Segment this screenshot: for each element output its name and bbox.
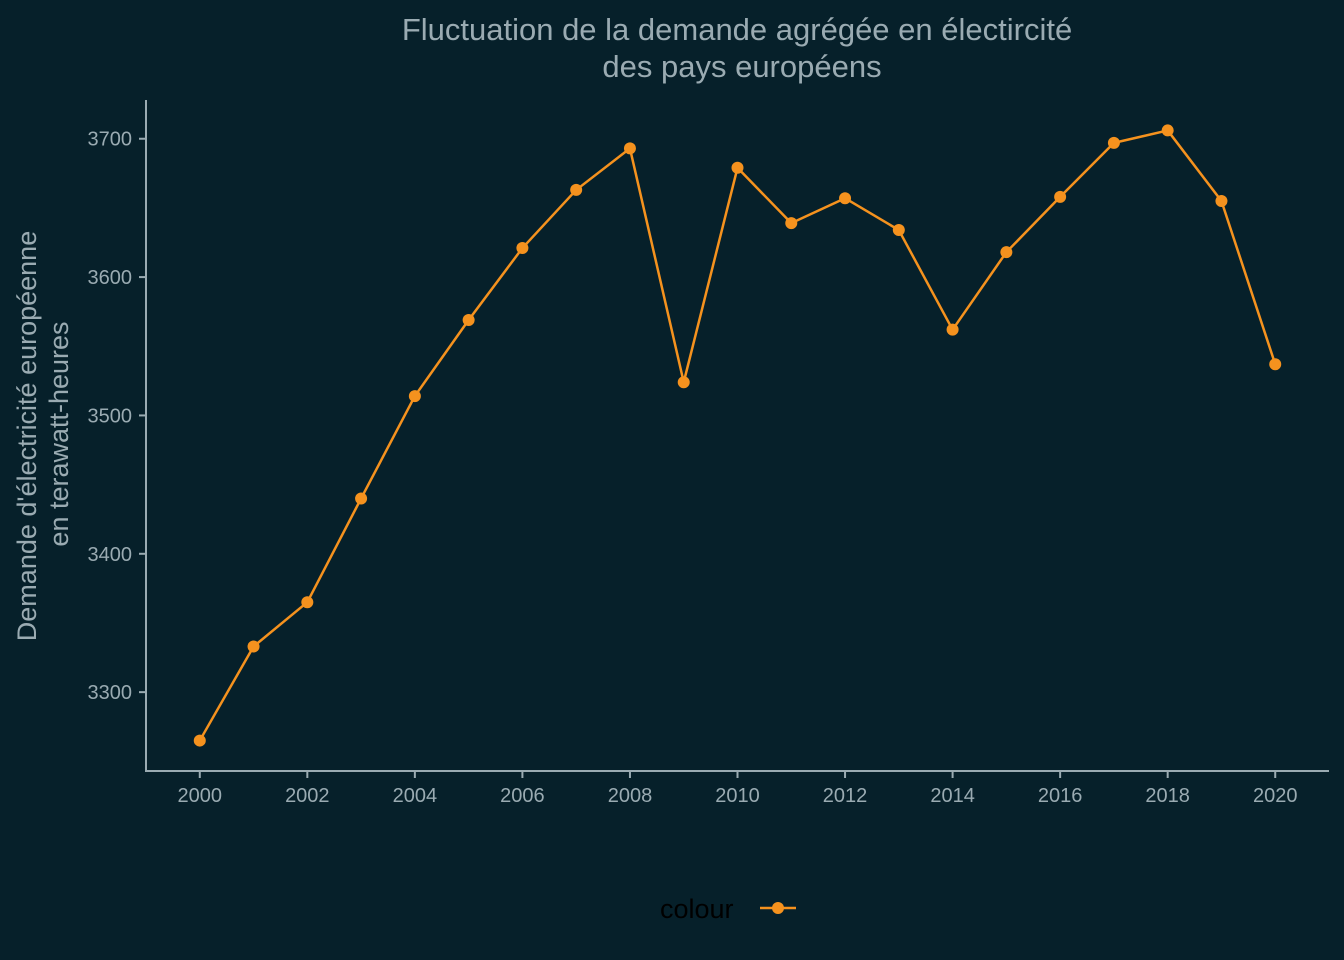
data-point: [570, 183, 583, 196]
x-tick-label: 2020: [1253, 785, 1298, 807]
data-point: [247, 640, 260, 653]
legend: colour: [660, 894, 796, 924]
y-tick-label: 3600: [88, 267, 133, 289]
data-point: [731, 161, 744, 174]
x-tick-label: 2002: [285, 785, 330, 807]
x-tick-label: 2006: [500, 785, 545, 807]
x-tick-label: 2012: [823, 785, 868, 807]
series-layer: [193, 124, 1282, 747]
legend-title: colour: [660, 894, 734, 924]
data-point: [677, 376, 690, 389]
series-line: [198, 129, 1277, 742]
y-axis-title-line-2: en terawatt-heures: [44, 321, 74, 546]
data-point: [623, 142, 636, 155]
y-tick-label: 3500: [88, 405, 133, 427]
x-tick-label: 2018: [1145, 785, 1190, 807]
y-tick-label: 3300: [88, 682, 133, 704]
data-point: [1215, 194, 1228, 207]
x-tick-label: 2000: [178, 785, 223, 807]
x-axis-ticks: 2000 2002 2004 2006 2008 2010 2012 2014 2016 2018…: [178, 771, 1298, 807]
data-point: [1269, 358, 1282, 371]
data-point: [301, 596, 314, 609]
x-tick-label: 2016: [1038, 785, 1083, 807]
y-axis-ticks: 3300 3400 3500 3600 3700: [88, 129, 146, 704]
legend-point-key: [772, 902, 784, 914]
data-point: [1161, 124, 1174, 137]
data-point: [516, 242, 529, 255]
x-tick-label: 2010: [715, 785, 760, 807]
y-tick-label: 3700: [88, 129, 133, 151]
x-tick-label: 2004: [393, 785, 438, 807]
chart-title-line-2: des pays européens: [602, 49, 881, 84]
data-point: [1000, 246, 1013, 259]
data-point: [892, 224, 905, 237]
chart-title-line-1: Fluctuation de la demande agrégée en éle…: [402, 12, 1072, 47]
y-axis-title-line-1: Demande d'électricité européenne: [12, 231, 42, 641]
data-point: [355, 492, 368, 505]
data-point: [839, 192, 852, 205]
data-point: [946, 323, 959, 336]
data-point: [193, 734, 206, 747]
data-point: [462, 313, 475, 326]
data-point: [1107, 136, 1120, 149]
y-tick-label: 3400: [88, 544, 133, 566]
x-tick-label: 2008: [608, 785, 653, 807]
data-point: [785, 217, 798, 230]
data-point: [408, 390, 421, 403]
x-tick-label: 2014: [930, 785, 975, 807]
data-point: [1054, 190, 1067, 203]
